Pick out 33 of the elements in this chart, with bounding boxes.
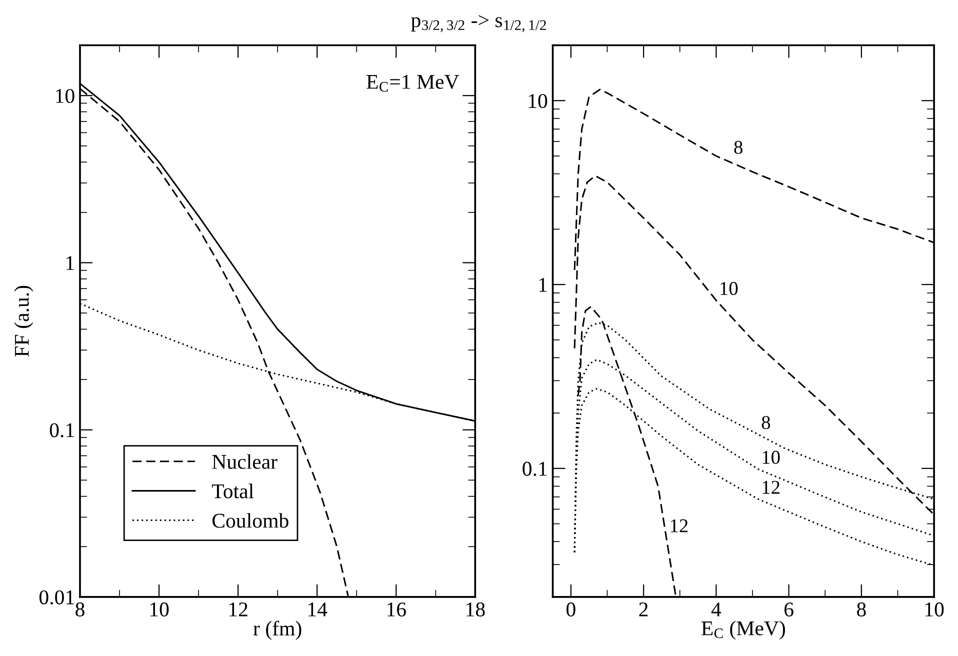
x-axis-title: E$_{C}$ (MeV) xyxy=(702,620,785,640)
annotation: 10 xyxy=(720,282,738,296)
x-tick-label: 18 xyxy=(466,602,485,616)
y-tick-label: 1 xyxy=(539,278,547,292)
x-tick-label: 14 xyxy=(308,602,328,616)
legend-label: Total xyxy=(212,484,254,498)
annotation: 12 xyxy=(762,480,780,494)
y-tick-label: 0.01 xyxy=(39,590,74,604)
y-tick-label: 0.1 xyxy=(50,423,74,438)
x-tick-label: 8 xyxy=(857,602,866,616)
x-tick-label: 10 xyxy=(925,602,944,616)
x-tick-label: 0 xyxy=(566,602,576,616)
chart-title: p$_{3/2,3/2}$ -> s$_{1/2,1/2}$ xyxy=(411,15,546,32)
y-tick-label: 1 xyxy=(66,256,74,270)
x-tick-label: 12 xyxy=(229,602,248,616)
x-tick-label: 8 xyxy=(76,602,84,616)
x-axis-title: r (fm) xyxy=(253,620,302,640)
annotation: 12 xyxy=(670,519,688,532)
x-tick-label: 16 xyxy=(388,602,406,616)
x-tick-label: 6 xyxy=(784,602,794,616)
x-tick-label: 10 xyxy=(150,602,169,616)
annotation: E$_{C}$=1 MeV xyxy=(366,74,460,92)
legend-label: Nuclear xyxy=(212,454,278,469)
y-tick-label: 10 xyxy=(528,94,548,108)
annotation: 8 xyxy=(762,416,770,430)
y-tick-label: 10 xyxy=(56,88,74,104)
x-tick-label: 4 xyxy=(711,602,722,616)
annotation: 10 xyxy=(762,450,780,464)
annotation: 8 xyxy=(734,140,742,154)
y-tick-label: 0.1 xyxy=(522,462,547,476)
legend-label: Coulomb xyxy=(212,513,288,528)
y-axis-title: FF (a.u.) xyxy=(14,286,34,357)
x-tick-label: 2 xyxy=(639,602,648,616)
